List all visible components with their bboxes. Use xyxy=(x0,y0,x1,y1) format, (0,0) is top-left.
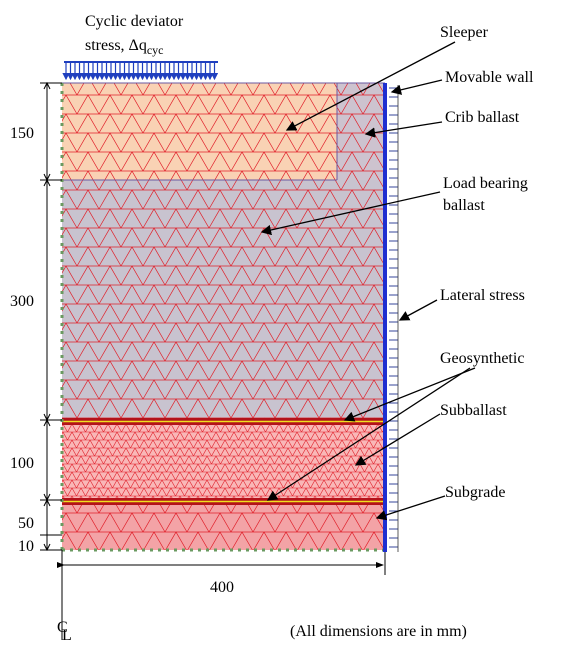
label: Subballast xyxy=(440,402,507,419)
dimension: 150 xyxy=(10,125,34,142)
dimension: 50 xyxy=(18,515,34,532)
diagram: Cyclic deviator stress, Δqcyc Sleeper Mo… xyxy=(0,0,571,649)
dimension: 400 xyxy=(210,579,234,596)
note: (All dimensions are in mm) xyxy=(290,623,467,640)
label: ballast xyxy=(443,197,485,214)
load-subscript: cyc xyxy=(147,43,164,57)
label: Movable wall xyxy=(445,69,534,86)
label: Subgrade xyxy=(445,484,505,501)
label: Lateral stress xyxy=(440,287,525,304)
mesh xyxy=(62,505,385,550)
dimension: 10 xyxy=(18,538,34,555)
label: Geosynthetic xyxy=(440,350,524,367)
load-arrows xyxy=(64,62,218,79)
label: Crib ballast xyxy=(445,109,520,126)
lateral-arrows xyxy=(389,85,398,552)
label: Load bearing xyxy=(443,175,528,192)
label: Sleeper xyxy=(440,24,489,41)
load-label: stress, Δq xyxy=(85,37,147,54)
centerline: L xyxy=(62,627,72,644)
model xyxy=(62,62,398,552)
dimension: 300 xyxy=(10,293,34,310)
mesh-fine xyxy=(62,425,385,500)
load-label: Cyclic deviator xyxy=(85,13,184,30)
dimension: 100 xyxy=(10,455,34,472)
load-label: stress, Δqcyc xyxy=(85,37,164,57)
